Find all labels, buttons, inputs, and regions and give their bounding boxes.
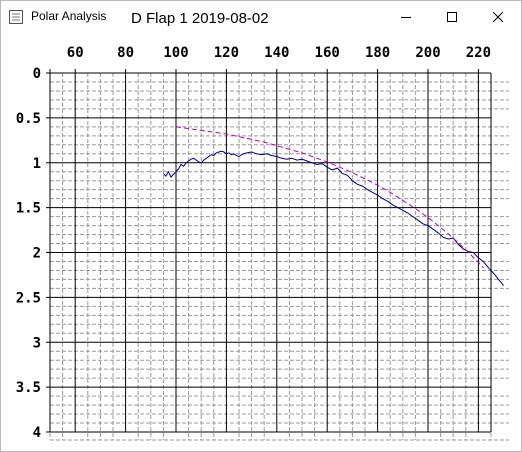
fitted-polar-curve xyxy=(176,127,483,268)
x-tick-label: 120 xyxy=(214,45,239,61)
x-tick-label: 180 xyxy=(365,45,390,61)
y-tick-label: 0.5 xyxy=(16,111,41,127)
y-tick-label: 2.5 xyxy=(16,290,41,306)
y-tick-label: 0 xyxy=(33,66,41,82)
y-tick-label: 2 xyxy=(33,246,41,262)
x-tick-label: 100 xyxy=(163,45,188,61)
y-tick-label: 3 xyxy=(33,335,41,351)
x-tick-label: 200 xyxy=(415,45,440,61)
y-tick-label: 4 xyxy=(33,425,41,441)
x-tick-label: 80 xyxy=(117,45,134,61)
x-tick-label: 220 xyxy=(466,45,491,61)
y-tick-label: 1.5 xyxy=(16,201,41,217)
x-tick-label: 60 xyxy=(67,45,84,61)
y-tick-label: 1 xyxy=(33,156,41,172)
x-tick-label: 140 xyxy=(264,45,289,61)
y-tick-label: 3.5 xyxy=(16,380,41,396)
x-tick-label: 160 xyxy=(315,45,340,61)
